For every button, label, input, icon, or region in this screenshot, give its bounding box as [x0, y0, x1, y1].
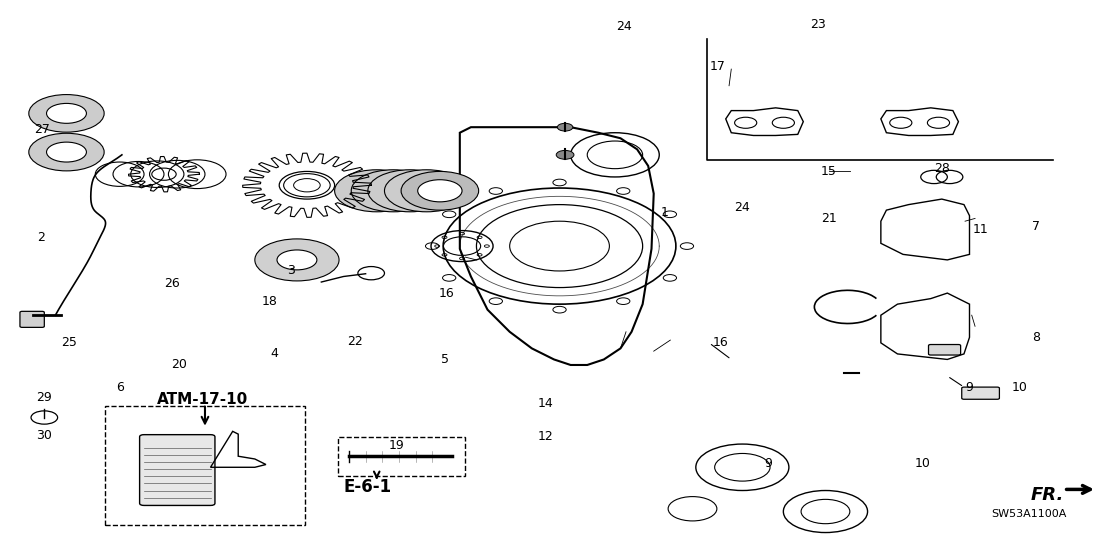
- Circle shape: [442, 275, 455, 281]
- Text: 10: 10: [1012, 380, 1027, 394]
- Text: 12: 12: [537, 430, 553, 444]
- Text: 19: 19: [389, 439, 404, 452]
- FancyBboxPatch shape: [929, 345, 961, 355]
- Text: 24: 24: [616, 20, 632, 33]
- Circle shape: [368, 170, 452, 212]
- Text: 1: 1: [660, 206, 669, 220]
- Text: 2: 2: [37, 231, 45, 244]
- Text: 3: 3: [287, 264, 296, 278]
- Text: 11: 11: [973, 223, 988, 236]
- Text: 6: 6: [115, 380, 124, 394]
- FancyBboxPatch shape: [140, 435, 215, 505]
- Circle shape: [735, 117, 757, 128]
- Text: ATM-17-10: ATM-17-10: [157, 392, 248, 406]
- Circle shape: [553, 179, 566, 186]
- Circle shape: [664, 275, 677, 281]
- Circle shape: [890, 117, 912, 128]
- Text: 14: 14: [537, 397, 553, 410]
- Text: 29: 29: [37, 390, 52, 404]
- Circle shape: [418, 180, 462, 202]
- Text: 10: 10: [915, 457, 931, 470]
- Circle shape: [29, 95, 104, 132]
- Circle shape: [277, 250, 317, 270]
- Text: 7: 7: [1032, 220, 1040, 233]
- Circle shape: [556, 150, 574, 159]
- Circle shape: [680, 243, 694, 249]
- Text: 25: 25: [61, 336, 76, 349]
- Text: 20: 20: [172, 358, 187, 372]
- Circle shape: [553, 306, 566, 313]
- Text: 17: 17: [710, 60, 726, 73]
- Circle shape: [29, 133, 104, 171]
- Text: 27: 27: [34, 123, 50, 137]
- Circle shape: [616, 187, 629, 194]
- Circle shape: [335, 170, 419, 212]
- Text: SW53A1100A: SW53A1100A: [992, 509, 1067, 519]
- FancyBboxPatch shape: [962, 387, 999, 399]
- Circle shape: [401, 171, 479, 210]
- Text: 21: 21: [821, 212, 837, 225]
- Text: 16: 16: [439, 286, 454, 300]
- Text: 30: 30: [37, 429, 52, 442]
- Circle shape: [47, 142, 86, 162]
- FancyBboxPatch shape: [20, 311, 44, 327]
- Circle shape: [47, 103, 86, 123]
- Text: 16: 16: [712, 336, 728, 349]
- Text: 15: 15: [821, 165, 837, 178]
- Circle shape: [489, 298, 502, 305]
- Text: 28: 28: [934, 162, 950, 175]
- Circle shape: [255, 239, 339, 281]
- Text: E-6-1: E-6-1: [343, 478, 391, 496]
- Text: 9: 9: [763, 457, 772, 470]
- Text: 8: 8: [1032, 331, 1040, 344]
- Text: 5: 5: [441, 353, 450, 366]
- Text: 9: 9: [965, 380, 974, 394]
- Circle shape: [352, 179, 401, 203]
- Circle shape: [442, 211, 455, 217]
- Circle shape: [384, 170, 469, 212]
- Circle shape: [664, 211, 677, 217]
- Circle shape: [772, 117, 794, 128]
- Circle shape: [616, 298, 629, 305]
- Circle shape: [557, 123, 573, 131]
- Circle shape: [386, 179, 434, 203]
- Circle shape: [351, 170, 435, 212]
- Circle shape: [490, 187, 503, 194]
- Text: 24: 24: [735, 201, 750, 214]
- Text: 22: 22: [347, 335, 362, 348]
- Circle shape: [927, 117, 950, 128]
- Circle shape: [425, 243, 439, 249]
- Text: 26: 26: [164, 276, 179, 290]
- Text: 23: 23: [810, 18, 825, 32]
- Text: 18: 18: [261, 295, 277, 308]
- Circle shape: [369, 179, 418, 203]
- Text: 4: 4: [270, 347, 279, 361]
- Circle shape: [402, 179, 451, 203]
- Text: FR.: FR.: [1030, 487, 1064, 504]
